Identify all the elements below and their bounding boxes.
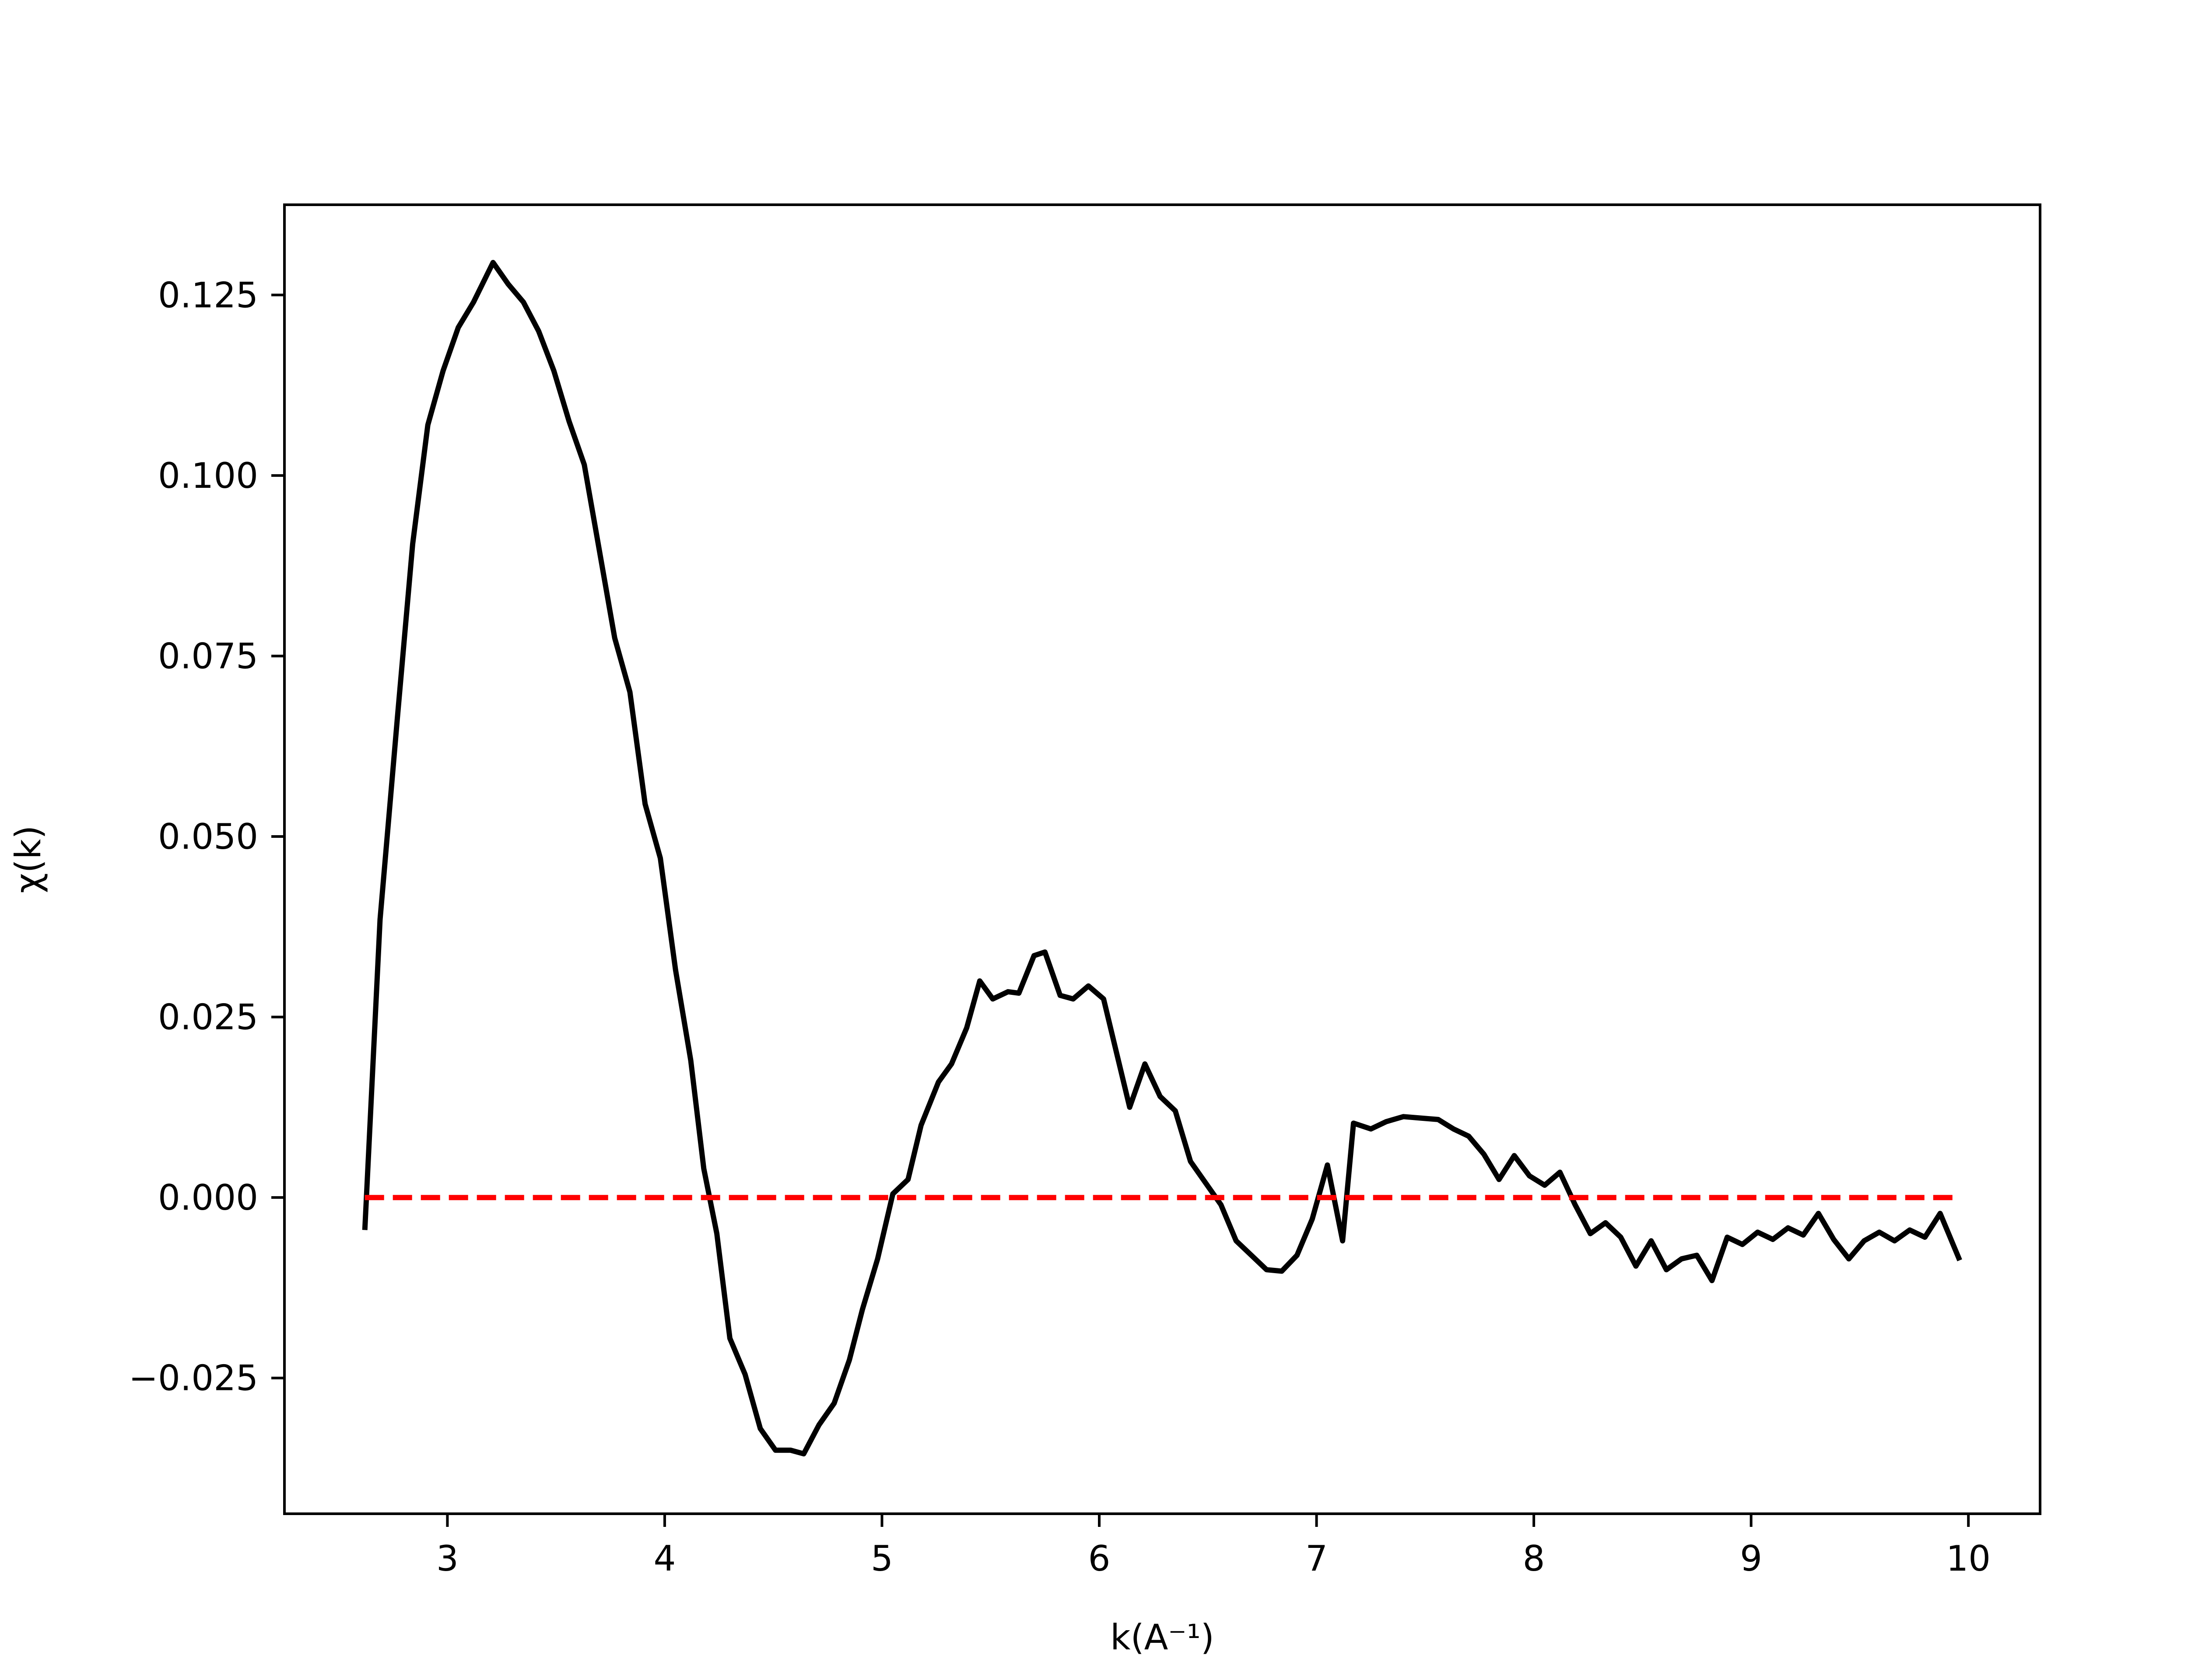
x-tick-label: 3 <box>436 1538 459 1579</box>
x-tick-label: 9 <box>1740 1538 1762 1579</box>
x-tick-label: 10 <box>1946 1538 1991 1579</box>
y-axis-ticks: −0.025 0.000 0.025 0.050 0.075 0.100 0.125 <box>129 275 284 1399</box>
x-axis-ticks: 3 4 5 6 7 8 9 10 <box>436 1514 1991 1579</box>
x-axis-label: k(A⁻¹) <box>1110 1617 1214 1658</box>
y-tick-label: 0.075 <box>158 636 258 676</box>
x-tick-label: 7 <box>1305 1538 1328 1579</box>
y-tick-label: 0.050 <box>158 816 258 857</box>
x-tick-label: 4 <box>653 1538 676 1579</box>
y-tick-label: 0.000 <box>158 1177 258 1218</box>
x-tick-label: 6 <box>1088 1538 1111 1579</box>
y-tick-label: 0.125 <box>158 275 258 315</box>
x-tick-label: 5 <box>871 1538 893 1579</box>
x-tick-label: 8 <box>1523 1538 1545 1579</box>
y-tick-label: 0.025 <box>158 997 258 1038</box>
y-tick-label: −0.025 <box>129 1358 258 1399</box>
plot-frame <box>283 203 2041 1515</box>
y-axis-label: χ(k) <box>8 826 49 893</box>
series-layer <box>362 260 1962 1456</box>
chi-k-series-line <box>362 260 1962 1456</box>
y-tick-label: 0.100 <box>158 455 258 496</box>
